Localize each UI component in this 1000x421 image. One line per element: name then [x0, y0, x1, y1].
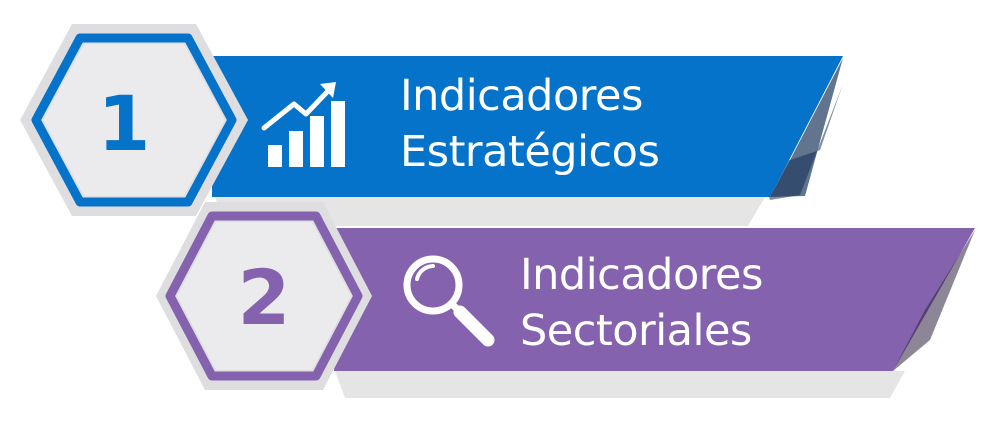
hexagon-2: 2 [156, 202, 372, 390]
item-1-title-line-1: Indicadores [400, 71, 643, 121]
item-2-title-line-1: Indicadores [520, 250, 763, 300]
item-2-ribbon [334, 228, 975, 398]
magnifying-glass-icon [403, 255, 495, 347]
hexagon-2-number: 2 [238, 253, 291, 342]
item-1-title-line-2: Estratégicos [400, 127, 660, 177]
item-1-title: Indicadores Estratégicos [400, 68, 660, 180]
hexagon-1-number: 1 [98, 79, 151, 168]
hexagon-1: 1 [20, 24, 248, 216]
bar-chart-growth-icon [261, 82, 345, 167]
item-2-title-line-2: Sectoriales [520, 306, 752, 356]
item-2-banner [334, 228, 975, 371]
item-1-ribbon [212, 56, 843, 226]
item-1-banner [212, 56, 843, 197]
item-2-title: Indicadores Sectoriales [520, 247, 763, 359]
